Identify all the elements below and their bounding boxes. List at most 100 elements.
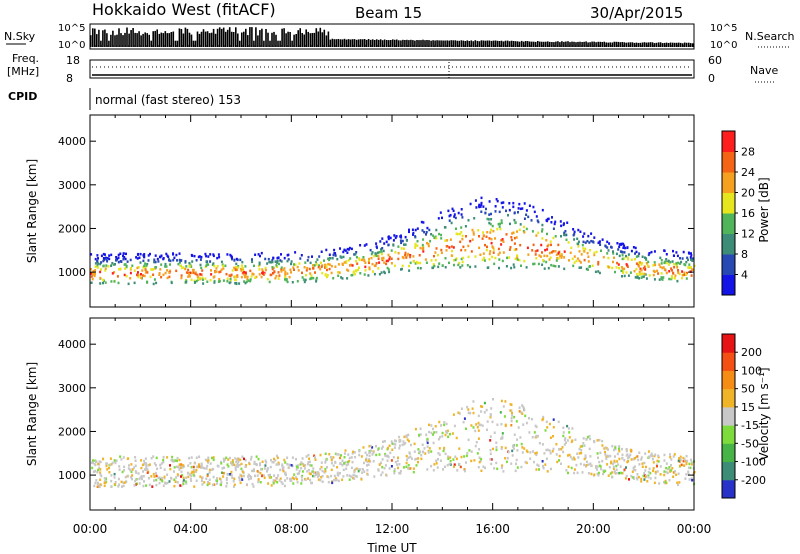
data-cell	[304, 261, 307, 264]
data-cell	[185, 482, 188, 485]
data-cell	[296, 477, 298, 481]
data-cell	[146, 471, 149, 474]
data-cell	[653, 270, 656, 273]
data-cell	[525, 227, 528, 231]
data-cell	[629, 271, 632, 274]
data-cell	[461, 234, 464, 238]
data-cell	[391, 442, 394, 445]
data-cell	[110, 264, 113, 267]
data-cell	[162, 460, 165, 464]
data-cell	[409, 254, 412, 257]
data-cell	[450, 245, 453, 248]
data-cell	[324, 263, 327, 267]
nsky-bar	[333, 39, 336, 47]
data-cell	[515, 236, 518, 239]
data-cell	[385, 474, 388, 477]
data-cell	[659, 265, 662, 269]
data-cell	[205, 467, 208, 470]
data-cell	[188, 272, 191, 276]
data-cell	[435, 459, 438, 462]
nsky-bar	[146, 33, 148, 47]
data-cell	[673, 263, 676, 266]
data-cell	[530, 219, 533, 222]
data-cell	[673, 266, 676, 269]
data-cell	[153, 260, 156, 264]
data-cell	[230, 473, 233, 477]
data-cell	[452, 413, 455, 416]
data-cell	[412, 467, 415, 470]
data-cell	[512, 205, 515, 209]
data-cell	[144, 457, 147, 460]
data-cell	[645, 262, 648, 265]
data-cell	[510, 266, 513, 270]
data-cell	[478, 448, 481, 451]
colorbar-tick-label: 12	[741, 228, 755, 241]
data-cell	[484, 243, 486, 247]
data-cell	[528, 204, 531, 207]
data-cell	[656, 269, 659, 273]
y-tick-label: 3000	[58, 382, 86, 395]
data-cell	[576, 471, 579, 475]
data-cell	[682, 456, 685, 460]
nsky-bar	[375, 39, 378, 47]
data-cell	[250, 455, 253, 459]
data-cell	[661, 266, 664, 270]
data-cell	[348, 456, 351, 460]
data-cell	[638, 451, 641, 454]
colorbar-tick-label: 24	[741, 166, 755, 179]
data-cell	[91, 466, 94, 470]
data-cell	[239, 473, 242, 477]
data-cell	[417, 457, 420, 460]
data-cell	[515, 248, 518, 251]
data-cell	[163, 475, 166, 479]
data-cell	[508, 248, 511, 251]
data-cell	[462, 256, 465, 260]
data-cell	[480, 201, 483, 205]
data-cell	[518, 258, 521, 262]
data-cell	[355, 475, 358, 478]
data-cell	[380, 473, 383, 477]
nsky-bar	[504, 40, 507, 47]
nsky-bar	[144, 32, 146, 47]
data-cell	[162, 455, 165, 459]
data-cell	[171, 455, 174, 459]
data-cell	[309, 261, 312, 265]
data-cell	[607, 249, 610, 252]
data-cell	[612, 260, 614, 264]
data-cell	[304, 478, 307, 481]
data-cell	[425, 433, 428, 437]
data-cell	[533, 262, 536, 266]
data-cell	[681, 270, 684, 273]
data-cell	[193, 254, 196, 258]
data-cell	[478, 423, 481, 427]
data-cell	[597, 263, 600, 266]
data-cell	[474, 429, 477, 433]
data-cell	[153, 258, 156, 261]
data-cell	[563, 233, 566, 237]
nsky-bar	[192, 40, 195, 47]
data-cell	[405, 465, 408, 469]
data-cell	[641, 272, 644, 275]
data-cell	[321, 264, 324, 267]
data-cell	[456, 232, 459, 236]
data-cell	[502, 201, 505, 204]
data-cell	[403, 247, 405, 250]
data-cell	[485, 408, 488, 412]
nsky-bar	[247, 35, 249, 47]
data-cell	[472, 426, 475, 429]
data-cell	[474, 444, 477, 448]
data-cell	[251, 258, 253, 261]
data-cell	[211, 456, 213, 460]
nsky-bar	[214, 33, 217, 47]
data-cell	[618, 243, 621, 246]
data-cell	[612, 448, 615, 452]
data-cell	[133, 484, 136, 487]
data-cell	[521, 404, 524, 407]
data-cell	[565, 238, 568, 241]
nsky-label: N.Sky	[4, 30, 36, 43]
data-cell	[245, 280, 248, 284]
data-cell	[690, 254, 693, 257]
nsky-bar	[607, 42, 609, 47]
data-cell	[365, 457, 368, 460]
data-cell	[506, 256, 509, 260]
